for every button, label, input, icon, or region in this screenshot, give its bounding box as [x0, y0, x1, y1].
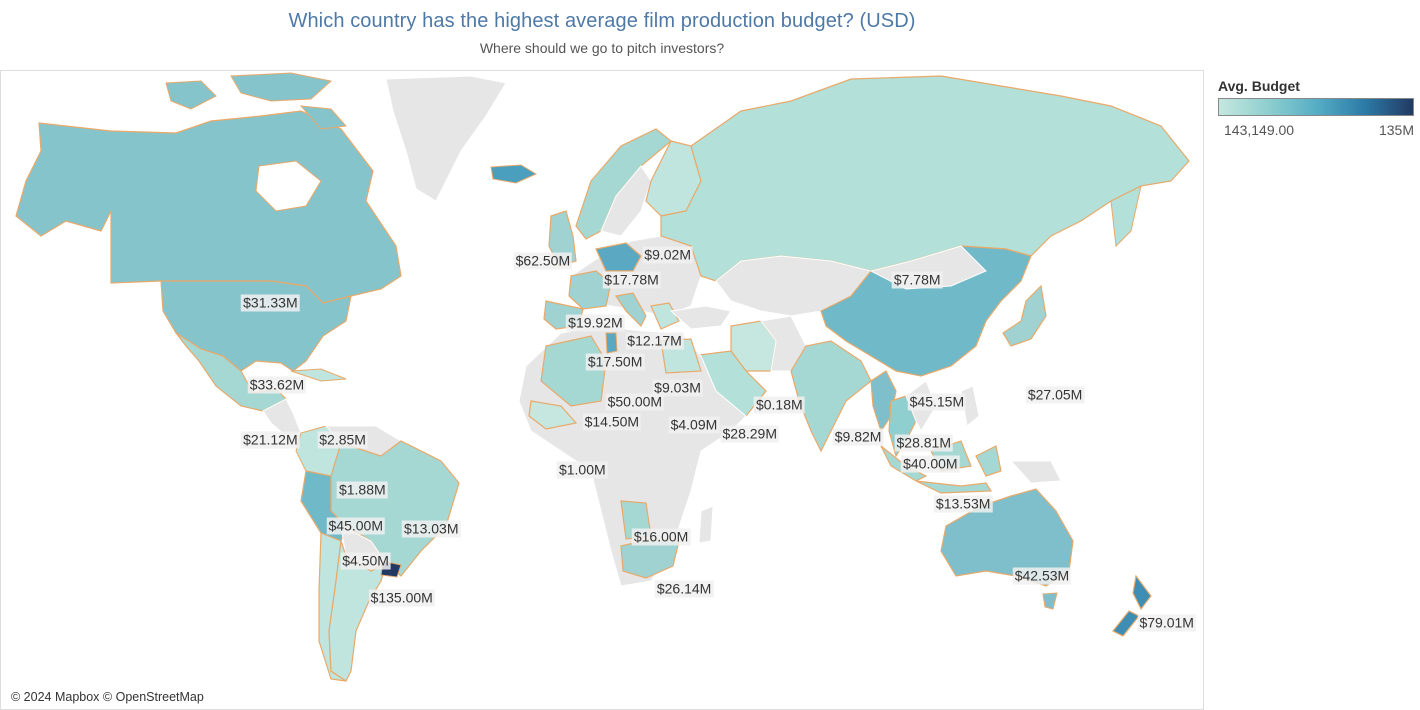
region-greenland[interactable] — [385, 75, 507, 202]
color-legend: Avg. Budget 143,149.00 135M — [1218, 78, 1418, 140]
region-cuba[interactable] — [290, 368, 347, 382]
value-label-india: $9.82M — [832, 428, 884, 446]
legend-min-label: 143,149.00 — [1224, 122, 1295, 138]
value-label-united-states: $33.62M — [247, 376, 307, 394]
map-view[interactable]: $31.33M $33.62M $21.12M $2.85M $1.88M $45.00M… — [0, 70, 1204, 710]
region-senegal[interactable] — [528, 400, 578, 430]
value-label-angola: $16.00M — [631, 528, 691, 546]
value-label-egypt: $4.09M — [668, 416, 720, 434]
value-label-colombia: $1.88M — [336, 481, 388, 498]
value-label-tunisia: $50.00M — [605, 393, 665, 411]
legend-gradient-bar — [1218, 98, 1414, 116]
region-iceland[interactable] — [490, 164, 538, 184]
value-label-iran: $0.18M — [753, 396, 805, 414]
region-turkey[interactable] — [669, 305, 732, 330]
value-label-cuba: $2.85M — [317, 431, 368, 449]
value-label-australia: $42.53M — [1012, 567, 1072, 585]
region-papua[interactable] — [1009, 460, 1062, 484]
region-tasmania[interactable] — [1042, 592, 1058, 610]
value-label-china: $45.15M — [907, 393, 967, 411]
value-label-south-africa: $26.14M — [654, 580, 714, 598]
value-label-thailand: $40.00M — [901, 455, 960, 473]
chart-title: Which country has the highest average fi… — [288, 10, 916, 32]
value-label-norway: $17.78M — [602, 271, 661, 289]
region-czechia[interactable] — [595, 242, 642, 272]
value-label-canada: $31.33M — [241, 294, 300, 312]
region-new-zealand[interactable] — [1112, 574, 1152, 637]
value-label-japan: $27.05M — [1025, 386, 1085, 404]
legend-title: Avg. Budget — [1218, 78, 1300, 94]
map-attribution[interactable]: © 2024 Mapbox © OpenStreetMap — [9, 689, 206, 705]
value-label-chile: $4.50M — [340, 552, 391, 570]
region-tunisia[interactable] — [605, 332, 618, 354]
value-label-united-kingdom: $19.92M — [566, 314, 625, 332]
region-russia[interactable] — [660, 75, 1190, 282]
value-label-brazil: $13.03M — [402, 520, 461, 538]
value-label-france: $17.50M — [585, 353, 645, 371]
world-map[interactable] — [1, 71, 1203, 709]
chart-subtitle: Where should we go to pitch investors? — [479, 40, 725, 56]
region-norway[interactable] — [575, 128, 672, 240]
region-russia-east[interactable] — [1110, 185, 1142, 248]
value-label-algeria: $14.50M — [582, 413, 642, 431]
region-japan[interactable] — [1002, 284, 1047, 347]
region-canada[interactable] — [15, 110, 402, 304]
legend-max-label: 135M — [1378, 122, 1414, 138]
region-india[interactable] — [790, 340, 872, 453]
value-label-iceland: $62.50M — [513, 252, 573, 270]
value-label-mexico: $21.12M — [241, 431, 300, 449]
region-france[interactable] — [568, 270, 612, 310]
value-label-uruguay: $135.00M — [368, 589, 435, 607]
value-label-peru: $45.00M — [326, 517, 385, 535]
value-label-saudi-arabia: $28.29M — [720, 425, 779, 443]
value-label-indonesia: $13.53M — [933, 495, 993, 513]
value-label-senegal: $1.00M — [556, 461, 608, 479]
region-italy[interactable] — [614, 292, 647, 328]
region-argentina[interactable] — [328, 540, 387, 682]
value-label-greece: $9.03M — [652, 379, 703, 397]
region-united-kingdom[interactable] — [548, 210, 577, 267]
value-label-myanmar: $28.81M — [894, 434, 954, 452]
region-greece[interactable] — [650, 302, 680, 330]
region-madagascar[interactable] — [698, 505, 714, 544]
value-label-new-zealand: $79.01M — [1137, 614, 1196, 632]
value-label-czechia: $12.17M — [625, 332, 684, 350]
hudson-bay — [255, 160, 322, 212]
region-canada-islands[interactable] — [165, 72, 348, 130]
value-label-russia: $7.78M — [891, 271, 943, 289]
value-label-finland: $9.02M — [642, 246, 694, 264]
